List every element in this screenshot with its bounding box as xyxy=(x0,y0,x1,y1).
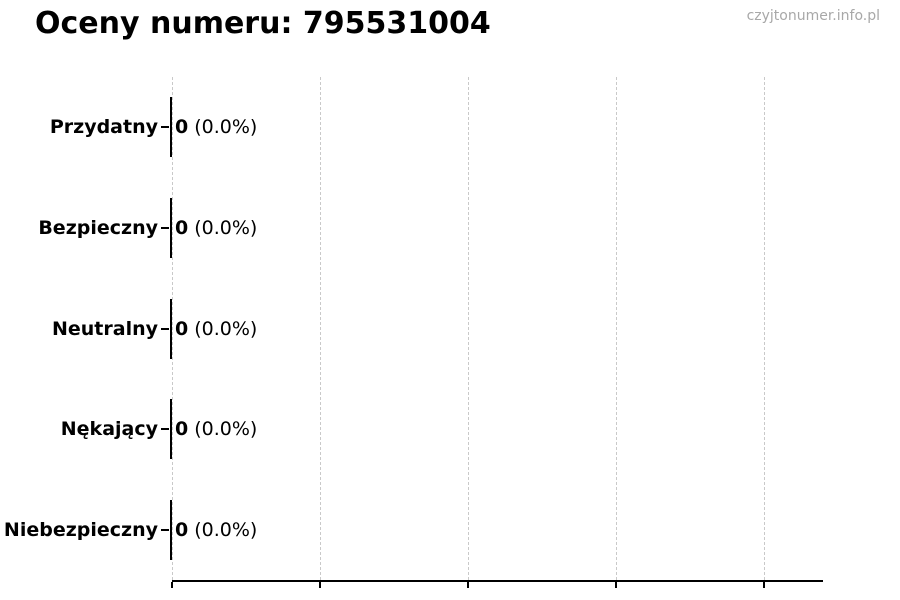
y-axis-tick xyxy=(161,428,169,431)
chart-title: Oceny numeru: 795531004 xyxy=(35,6,491,41)
gridline xyxy=(467,77,469,580)
value-label: 0 (0.0%) xyxy=(175,418,257,440)
x-axis-tick xyxy=(762,582,765,588)
y-axis-tick xyxy=(161,226,169,229)
y-axis-tick xyxy=(161,327,169,330)
gridline xyxy=(319,77,321,580)
watermark: czyjtonumer.info.pl xyxy=(746,8,880,24)
bar xyxy=(170,197,172,258)
value-label: 0 (0.0%) xyxy=(175,217,257,239)
plot-area xyxy=(171,77,823,588)
value-percent: (0.0%) xyxy=(194,216,258,239)
gridline xyxy=(615,77,617,580)
category-label: Neutralny xyxy=(51,317,158,340)
y-axis-tick xyxy=(161,126,169,129)
bar xyxy=(170,97,172,158)
value-percent: (0.0%) xyxy=(194,418,258,441)
x-axis-tick xyxy=(318,582,321,588)
gridline xyxy=(172,77,173,580)
bar xyxy=(170,298,172,359)
value-label: 0 (0.0%) xyxy=(175,318,257,340)
bar xyxy=(170,399,172,460)
x-axis-tick xyxy=(466,582,469,588)
value-percent: (0.0%) xyxy=(194,317,258,340)
value-count: 0 xyxy=(175,216,189,239)
value-label: 0 (0.0%) xyxy=(175,116,257,138)
category-label: Przydatny xyxy=(49,116,158,139)
value-count: 0 xyxy=(175,518,189,541)
x-axis-tick xyxy=(614,582,617,588)
y-axis-tick xyxy=(161,528,169,531)
value-percent: (0.0%) xyxy=(194,518,258,541)
gridline xyxy=(763,77,765,580)
category-label: Nękający xyxy=(60,418,158,441)
value-percent: (0.0%) xyxy=(194,116,258,139)
value-count: 0 xyxy=(175,418,189,441)
value-count: 0 xyxy=(175,116,189,139)
bar xyxy=(170,499,172,560)
x-axis-tick xyxy=(171,582,173,588)
value-label: 0 (0.0%) xyxy=(175,519,257,541)
category-label: Bezpieczny xyxy=(38,216,158,239)
value-count: 0 xyxy=(175,317,189,340)
category-label: Niebezpieczny xyxy=(3,518,158,541)
